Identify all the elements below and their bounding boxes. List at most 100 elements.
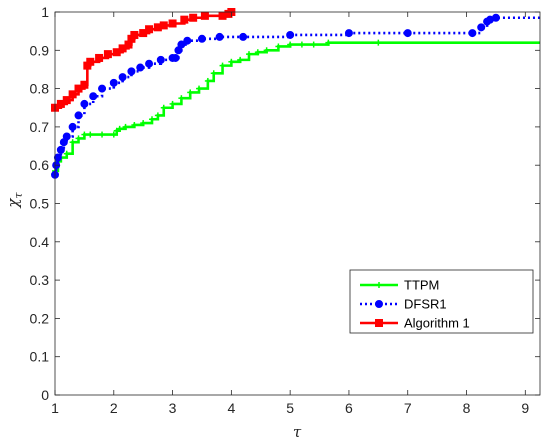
data-point-ttpm (310, 41, 317, 48)
data-point-ttpm (246, 51, 252, 58)
data-point-dfsr1 (68, 122, 77, 131)
data-point-ttpm (131, 121, 138, 128)
y-axis-label: χτ (4, 192, 25, 209)
data-point-dfsr1 (127, 67, 136, 76)
legend-marker (375, 300, 383, 308)
x-tick-label: 5 (286, 400, 294, 416)
data-point-ttpm (169, 100, 176, 107)
data-point-ttpm (99, 131, 106, 138)
data-point-dfsr1 (491, 13, 500, 22)
x-tick-label: 8 (463, 400, 471, 416)
x-tick-label: 1 (51, 400, 59, 416)
data-point-ttpm (275, 43, 282, 50)
data-point-ttpm (149, 116, 155, 123)
y-tick-label: 0.6 (30, 157, 50, 173)
y-tick-label: 0.7 (30, 119, 50, 135)
data-point-dfsr1 (215, 32, 224, 41)
data-point-ttpm (204, 77, 211, 84)
data-point-ttpm (196, 85, 203, 92)
data-point-algorithm-1 (95, 53, 104, 62)
x-tick-label: 9 (521, 400, 529, 416)
data-point-dfsr1 (74, 111, 83, 120)
data-point-dfsr1 (239, 32, 248, 41)
data-point-algorithm-1 (68, 90, 77, 99)
x-tick-label: 4 (227, 400, 235, 416)
data-point-algorithm-1 (130, 30, 139, 39)
x-axis-label: τ (293, 423, 302, 441)
data-point-ttpm (178, 95, 185, 102)
plot-area (55, 12, 540, 395)
y-tick-label: 0.9 (30, 42, 50, 58)
data-point-ttpm (219, 62, 226, 69)
data-point-algorithm-1 (80, 80, 89, 89)
y-tick-label: 0 (41, 387, 49, 403)
y-tick-label: 0.4 (30, 234, 50, 250)
x-tick-label: 6 (345, 400, 353, 416)
data-point-dfsr1 (80, 99, 89, 108)
data-point-ttpm (110, 131, 117, 138)
data-point-ttpm (69, 139, 76, 146)
data-point-algorithm-1 (103, 50, 112, 59)
data-point-ttpm (254, 49, 261, 56)
y-axis-label-main: χ (4, 198, 22, 209)
data-point-algorithm-1 (200, 11, 209, 20)
data-point-ttpm (63, 150, 70, 157)
data-point-ttpm (81, 131, 88, 138)
data-point-ttpm (287, 41, 294, 48)
legend-entry-ttpm: TTPM (360, 278, 439, 293)
legend-label: DFSR1 (404, 297, 447, 312)
y-tick-label: 0.3 (30, 272, 50, 288)
data-point-dfsr1 (177, 40, 186, 49)
y-axis-label-subscript: τ (12, 192, 25, 199)
axis-ticks: 1 2 3 4 5 6 7 8 9 0 0.1 0.2 0.3 0.4 0.5 0.6 0.7 0.8 0.9 1 (30, 4, 540, 416)
data-point-algorithm-1 (168, 19, 177, 28)
data-point-dfsr1 (98, 84, 107, 93)
data-point-algorithm-1 (62, 96, 71, 105)
series-dfsr1 (51, 13, 540, 179)
data-point-dfsr1 (62, 132, 71, 141)
data-point-ttpm (210, 70, 217, 77)
legend-marker (375, 319, 383, 327)
legend-label: Algorithm 1 (404, 316, 470, 331)
data-point-ttpm (325, 39, 332, 46)
data-point-ttpm (187, 89, 194, 96)
x-tick-label: 3 (169, 400, 177, 416)
y-tick-label: 1 (41, 4, 49, 20)
legend-entries: TTPM DFSR1 Algorithm 1 (360, 278, 470, 331)
data-point-ttpm (263, 47, 270, 54)
data-point-dfsr1 (183, 36, 192, 45)
data-point-algorithm-1 (145, 25, 154, 34)
y-tick-label: 0.2 (30, 310, 50, 326)
data-point-ttpm (140, 120, 147, 127)
data-point-ttpm (228, 58, 235, 65)
legend: TTPM DFSR1 Algorithm 1 (349, 269, 534, 334)
data-point-ttpm (87, 131, 94, 138)
data-point-dfsr1 (477, 23, 486, 32)
legend-label: TTPM (404, 278, 439, 293)
data-point-dfsr1 (109, 78, 118, 87)
data-point-dfsr1 (56, 145, 65, 154)
data-point-algorithm-1 (86, 57, 95, 66)
data-point-ttpm (122, 123, 129, 130)
data-point-dfsr1 (403, 29, 412, 38)
data-point-dfsr1 (53, 153, 62, 162)
data-point-algorithm-1 (189, 13, 198, 22)
data-point-ttpm (160, 104, 167, 111)
y-tick-label: 0.5 (30, 196, 50, 212)
legend-entry-dfsr1: DFSR1 (360, 297, 447, 312)
data-point-dfsr1 (89, 92, 98, 101)
legend-marker (376, 282, 382, 288)
data-point-ttpm (375, 39, 382, 46)
data-point-dfsr1 (171, 53, 180, 62)
data-point-ttpm (237, 56, 244, 63)
data-point-dfsr1 (286, 30, 295, 39)
data-point-ttpm (154, 112, 161, 119)
data-point-ttpm (116, 125, 123, 132)
data-point-ttpm (75, 135, 82, 142)
legend-entry-algorithm-1: Algorithm 1 (360, 316, 470, 331)
y-tick-label: 0.1 (30, 349, 50, 365)
data-point-ttpm (298, 41, 305, 48)
data-point-dfsr1 (468, 29, 477, 38)
data-point-dfsr1 (136, 63, 145, 72)
